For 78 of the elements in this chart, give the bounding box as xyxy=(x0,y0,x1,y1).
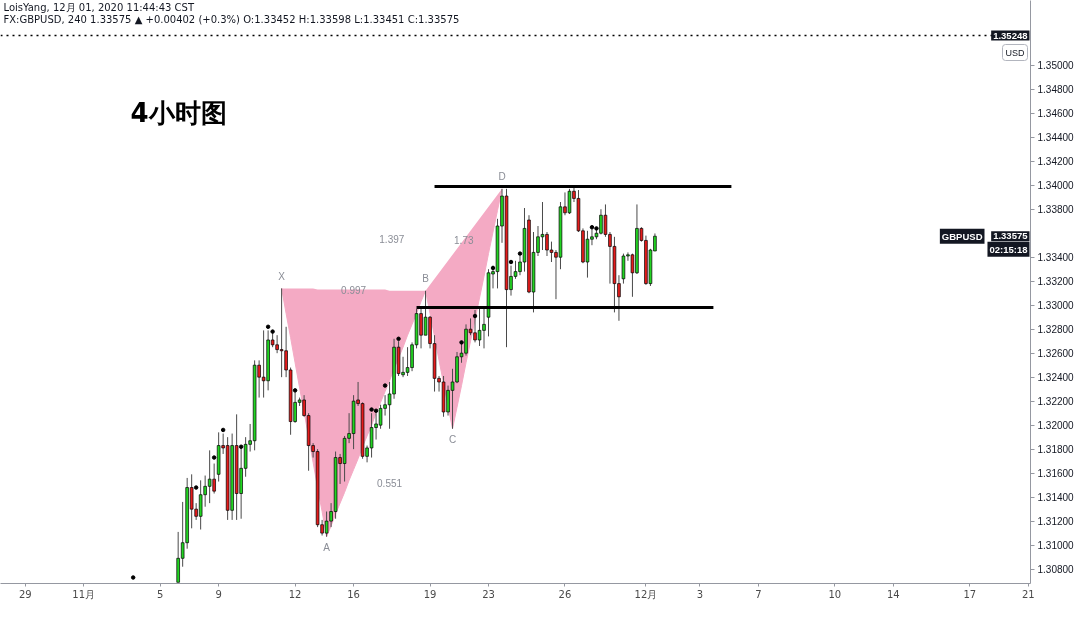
point xyxy=(373,408,379,414)
y-tick-label: 1.34600 xyxy=(1037,108,1075,120)
data-label: C xyxy=(448,434,457,446)
candlestick xyxy=(207,449,212,504)
point xyxy=(270,329,275,334)
x-tick-label: 14 xyxy=(886,588,900,600)
y-tick-label: 1.35000 xyxy=(1037,60,1075,72)
data-label: A xyxy=(323,542,331,554)
point xyxy=(508,259,514,265)
y-tick-label: 1.34200 xyxy=(1037,156,1075,168)
x-tick-label: 17 xyxy=(963,588,977,600)
y-tick-label: 1.33400 xyxy=(1037,252,1075,264)
point xyxy=(594,226,599,231)
data-label: B xyxy=(422,273,430,285)
data-label: X xyxy=(278,270,286,282)
data-label: D xyxy=(498,171,506,183)
y-tick-label: 1.31600 xyxy=(1037,468,1075,480)
y-tick-label: 1.31000 xyxy=(1037,540,1075,552)
y-tick-label: 1.34800 xyxy=(1037,84,1075,96)
text: 4小时图 xyxy=(130,97,227,128)
point xyxy=(382,383,388,388)
x-tick-label: 23 xyxy=(482,588,495,600)
y-tick-label: 1.33200 xyxy=(1037,276,1075,288)
point xyxy=(396,336,401,342)
y-tick-label: 1.32000 xyxy=(1037,420,1075,432)
candlestick xyxy=(198,479,203,531)
candlestick xyxy=(261,329,266,399)
point xyxy=(211,455,217,460)
ref-line-label: 1.35248 xyxy=(993,29,1028,41)
point xyxy=(292,388,298,393)
x-tick-label: 26 xyxy=(558,588,572,600)
point xyxy=(265,324,271,330)
point xyxy=(220,427,226,433)
x-tick-label: 19 xyxy=(423,588,437,600)
x-tick-label: 7 xyxy=(755,588,762,600)
y-tick-label: 1.32400 xyxy=(1037,372,1075,384)
y-tick-label: 1.33000 xyxy=(1037,300,1075,312)
y-tick-label: 1.31400 xyxy=(1037,492,1075,504)
annotation: 1.397 xyxy=(379,233,405,245)
annotation: FX:GBPUSD, 240 1.33575 ▲ +0.00402 (+0.3%) O:1.33452 H:1.33598 L:1.33451 C:1.33575 xyxy=(3,14,460,25)
annotation: 0.551 xyxy=(377,477,403,489)
annotation: GBPUSD xyxy=(941,230,983,242)
x-tick-label: 10 xyxy=(828,588,842,600)
annotation: 1.33575 xyxy=(993,230,1029,242)
y-tick-label: 1.32800 xyxy=(1037,324,1075,336)
point xyxy=(490,265,496,271)
y-tick-label: 1.32600 xyxy=(1037,348,1075,360)
y-tick-label: 1.30800 xyxy=(1037,564,1075,576)
x-tick-label: 12月 xyxy=(634,588,658,600)
x-tick-label: 5 xyxy=(156,588,164,600)
point xyxy=(193,485,199,490)
annotation: 02:15:18 xyxy=(989,243,1028,255)
candlestick xyxy=(585,230,590,279)
y-tick-label: 1.31800 xyxy=(1037,444,1075,456)
x-tick-label: 9 xyxy=(215,588,222,600)
x-tick-label: 16 xyxy=(347,588,360,600)
x-tick-label: 12 xyxy=(288,588,302,600)
point xyxy=(369,407,374,412)
point xyxy=(472,313,478,319)
point xyxy=(589,224,595,230)
y-tick-label: 1.33800 xyxy=(1037,204,1075,216)
y-axis-title: USD xyxy=(1005,47,1025,58)
y-tick-label: 1.32200 xyxy=(1037,396,1075,408)
x-tick-label: 3 xyxy=(696,588,704,600)
y-tick-label: 1.34400 xyxy=(1037,132,1075,144)
x-tick-label: 29 xyxy=(18,588,32,600)
point xyxy=(130,575,136,580)
y-tick-label: 1.31200 xyxy=(1037,516,1075,528)
point xyxy=(238,444,244,449)
point xyxy=(517,251,523,256)
annotation: LoisYang, 12月 01, 2020 11:44:43 CST xyxy=(3,2,195,13)
candlestick xyxy=(212,463,216,495)
x-tick-label: 21 xyxy=(1021,588,1035,600)
candlestick xyxy=(405,346,410,377)
candlestick xyxy=(279,287,284,378)
point xyxy=(459,340,464,345)
x-tick-label: 11月 xyxy=(72,588,96,600)
y-tick-label: 1.34000 xyxy=(1037,180,1075,192)
